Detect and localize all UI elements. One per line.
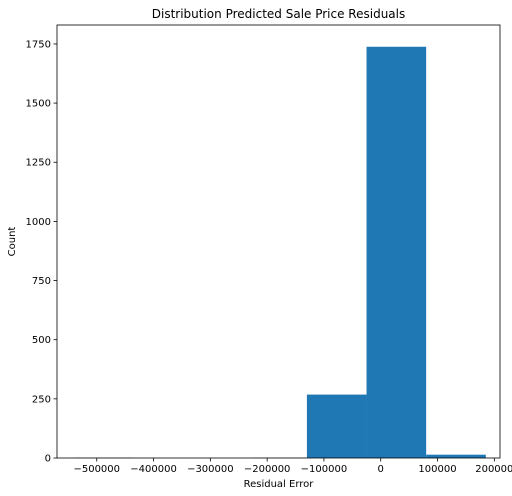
- x-tick-label: −500000: [73, 464, 120, 475]
- y-tick-label: 250: [32, 394, 51, 405]
- x-ticks-group: −500000 −400000 −300000 −200000 −100000 0 1000…: [73, 458, 512, 475]
- x-axis-label: Residual Error: [244, 479, 315, 490]
- y-tick-label: 1750: [26, 39, 51, 50]
- y-ticks-group: 0 250 500 750 1000 1250 1500 1750: [26, 39, 57, 465]
- bars-group: [74, 46, 486, 458]
- y-tick-label: 750: [32, 276, 51, 287]
- x-tick-label: −200000: [244, 464, 291, 475]
- y-tick-label: 1250: [26, 158, 51, 169]
- x-tick-label: 100000: [418, 464, 456, 475]
- y-tick-label: 0: [45, 454, 51, 465]
- plot-frame: [56, 24, 501, 459]
- y-tick-label: 1500: [26, 99, 51, 110]
- chart-title: Distribution Predicted Sale Price Residu…: [152, 7, 406, 21]
- x-tick-label: −300000: [187, 464, 234, 475]
- y-tick-label: 500: [32, 335, 51, 346]
- x-tick-label: −100000: [301, 464, 348, 475]
- histogram-bar-4: [306, 394, 367, 458]
- histogram-bar-5: [366, 46, 427, 458]
- y-tick-label: 1000: [26, 217, 51, 228]
- x-tick-label: 200000: [475, 464, 512, 475]
- histogram-bar-6: [426, 454, 486, 458]
- x-tick-label: 0: [378, 464, 384, 475]
- x-tick-label: −400000: [130, 464, 177, 475]
- y-axis-label: Count: [7, 227, 18, 257]
